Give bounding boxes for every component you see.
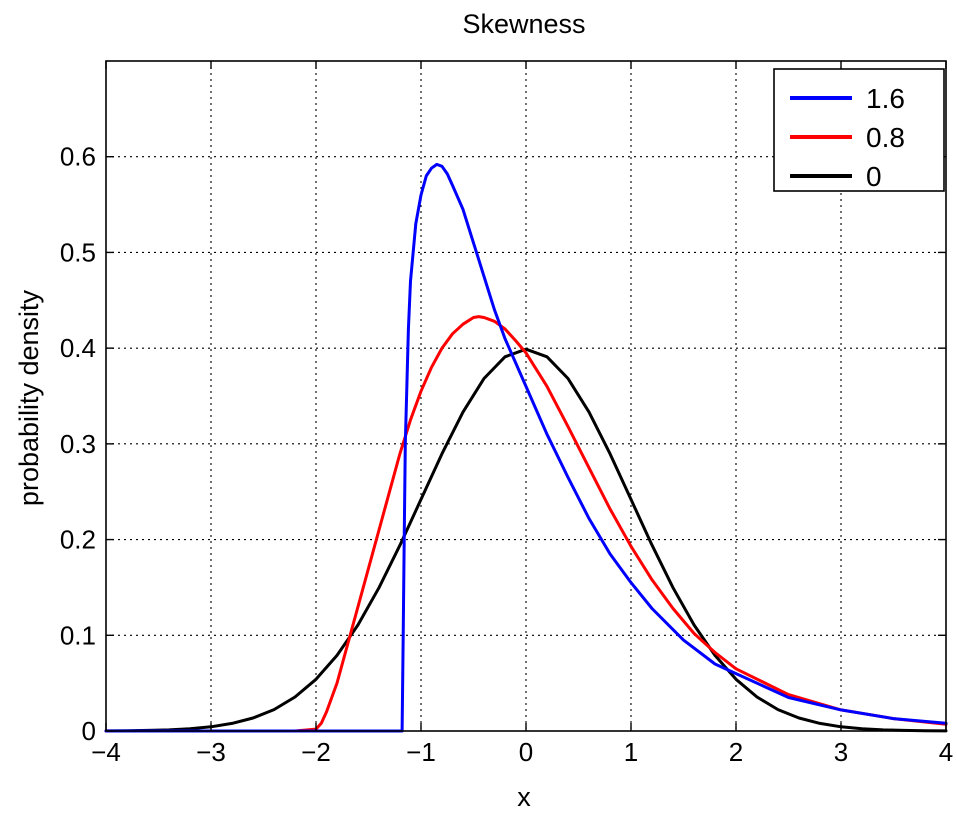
series-lines	[104, 162, 948, 733]
legend: 1.6 0.8 0	[773, 68, 945, 192]
x-axis-title: x	[517, 782, 531, 812]
x-tick-label: 4	[939, 737, 953, 767]
y-tick-label: 0.5	[60, 237, 96, 267]
x-tick-label: 0	[519, 737, 533, 767]
grid-lines	[106, 61, 946, 731]
legend-entries: 1.6 0.8 0	[790, 83, 905, 192]
y-tick-label: 0.2	[60, 525, 96, 555]
legend-label-0: 0	[866, 161, 882, 192]
x-tick-label: 1	[624, 737, 638, 767]
series-line-0-8	[104, 315, 948, 733]
x-tick-label: −1	[406, 737, 436, 767]
x-tick-label: 3	[834, 737, 848, 767]
x-tick-label: 2	[729, 737, 743, 767]
x-tick-label: −3	[196, 737, 226, 767]
y-tick-label: 0	[82, 716, 96, 746]
y-tick-label: 0.1	[60, 620, 96, 650]
legend-label-1-6: 1.6	[866, 83, 905, 114]
legend-box	[773, 68, 945, 192]
x-tick-label: −2	[301, 737, 331, 767]
y-tick-label: 0.4	[60, 333, 96, 363]
tick-labels: −4 −3 −2 −1 0 1 2 3 4 0 0.1 0.2 0.3 0.4 0.5 0.6	[60, 142, 953, 767]
chart-title: Skewness	[462, 9, 585, 39]
series-line-0	[104, 347, 948, 733]
y-tick-label: 0.6	[60, 142, 96, 172]
y-tick-label: 0.3	[60, 429, 96, 459]
y-axis-title: probability density	[14, 289, 44, 506]
series-line-1-6	[104, 162, 948, 733]
x-tick-label: −4	[91, 737, 121, 767]
legend-label-0-8: 0.8	[866, 122, 905, 153]
